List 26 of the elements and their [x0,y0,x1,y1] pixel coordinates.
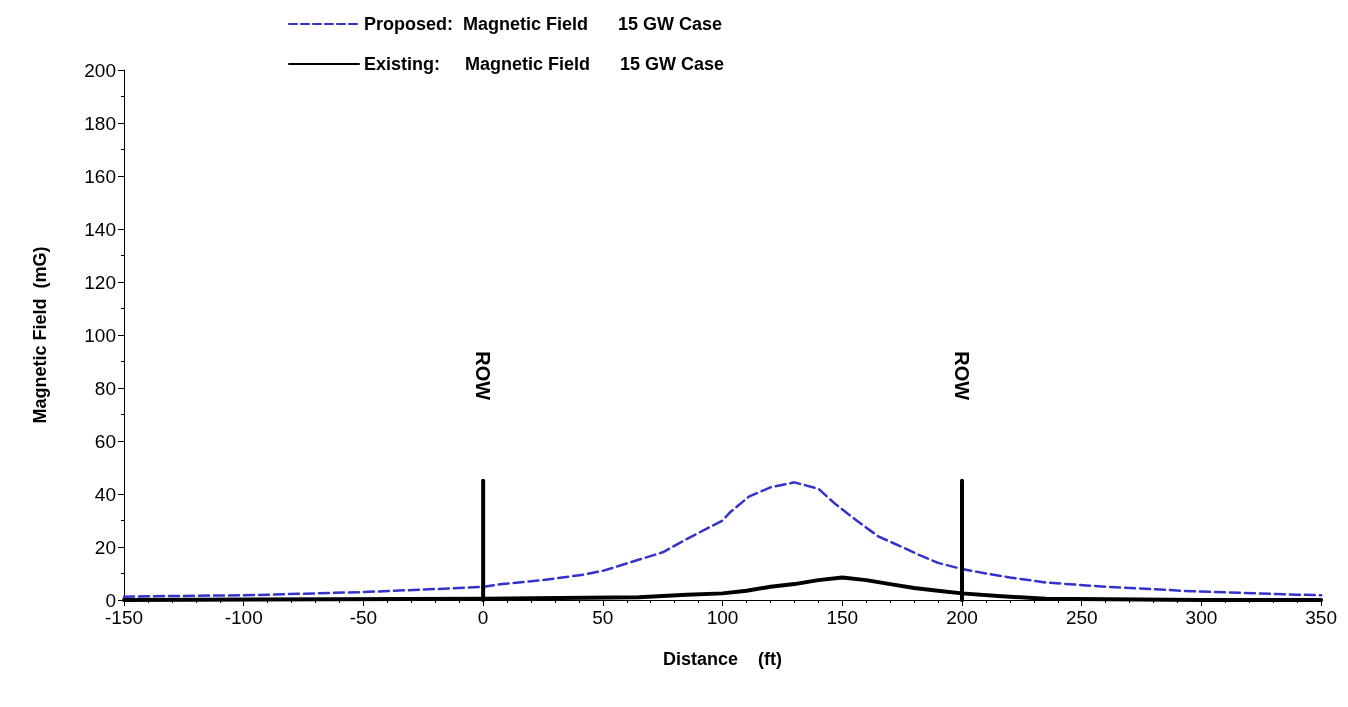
y-tick-label: 100 [84,324,116,346]
y-tick-label: 180 [84,112,116,134]
annotation: ROW [472,351,495,401]
x-tick-label: 0 [477,607,489,628]
y-tick-label: 120 [84,271,116,293]
y-tick-label: 80 [94,377,116,399]
legend-label: Existing: Magnetic Field 15 GW Case [364,54,725,74]
y-tick-label: 200 [84,59,116,81]
y-tick-label: 140 [84,218,116,240]
x-tick-label: 50 [592,607,614,628]
y-tick-label: 160 [84,165,116,187]
x-tick-label: -100 [224,607,263,628]
x-tick-label: -50 [349,607,378,628]
y-axis-title: Magnetic Field (mG) [30,246,50,424]
legend-label: Proposed: Magnetic Field 15 GW Case [364,14,723,34]
x-tick-label: 250 [1065,607,1098,628]
annotation: ROW [951,351,973,401]
x-axis-title: Distance (ft) [663,649,783,669]
x-tick-label: 200 [946,607,978,628]
x-tick-label: 150 [826,607,859,628]
y-tick-label: 40 [94,483,116,505]
x-tick-label: 100 [706,607,739,628]
y-tick-label: 20 [94,536,116,558]
x-tick-label: 350 [1305,607,1337,628]
y-tick-label: 60 [94,430,116,452]
x-tick-label: 300 [1185,607,1218,628]
